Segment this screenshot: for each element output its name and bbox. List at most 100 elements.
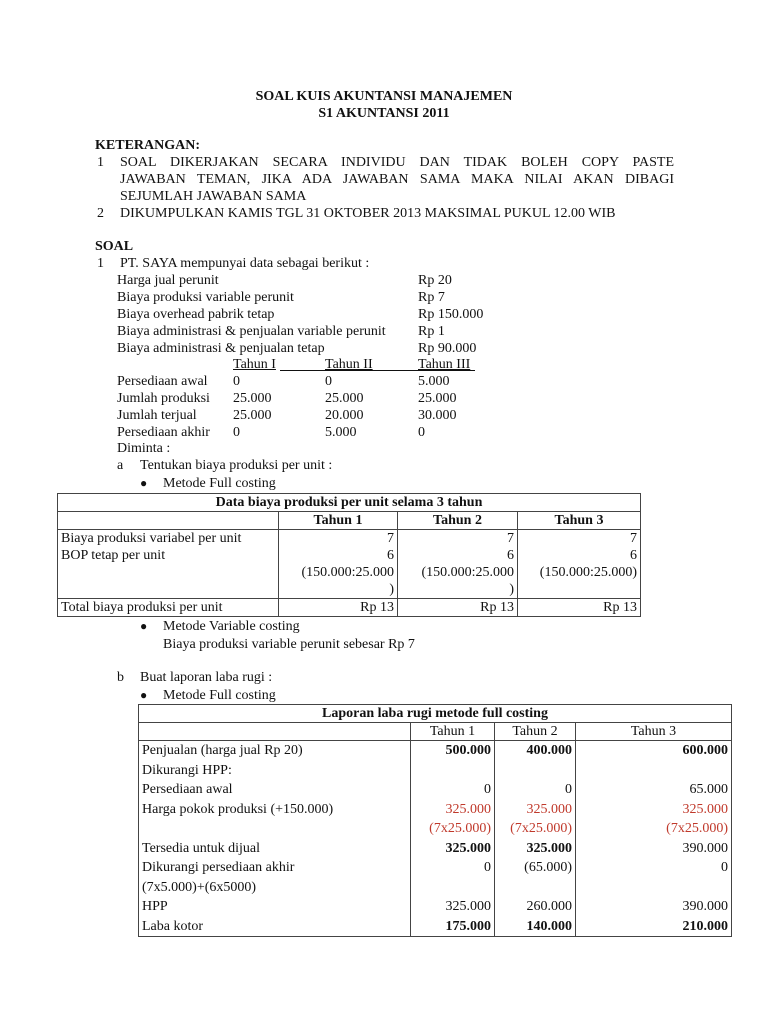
cell: 325.000 bbox=[494, 838, 576, 858]
data-label: Harga jual perunit bbox=[117, 273, 219, 288]
year-header: Tahun III bbox=[418, 357, 471, 372]
doc-subtitle: S1 AKUNTANSI 2011 bbox=[318, 106, 450, 121]
question-a: Tentukan biaya produksi per unit : bbox=[140, 458, 333, 473]
question-b: Buat laporan laba rugi : bbox=[140, 670, 273, 685]
cell-line bbox=[521, 581, 637, 598]
cell: 390.000 bbox=[575, 897, 732, 917]
cell: 400.000 bbox=[494, 740, 576, 761]
table-title: Laporan laba rugi metode full costing bbox=[138, 704, 732, 723]
row-label: Laba kotor bbox=[138, 916, 411, 937]
cell: (7x25.000) bbox=[410, 819, 495, 839]
header-underline bbox=[280, 370, 475, 371]
cell: 0 bbox=[494, 780, 576, 800]
row-label: Penjualan (harga jual Rp 20) bbox=[138, 740, 411, 761]
table-row: Dikurangi persediaan akhir 0 (65.000) 0 bbox=[138, 858, 732, 878]
cell: 390.000 bbox=[575, 838, 732, 858]
year-row-value: 5.000 bbox=[325, 425, 357, 440]
cell bbox=[575, 877, 732, 897]
table-row: Penjualan (harga jual Rp 20) 500.000 400.0… bbox=[138, 740, 732, 761]
table-row: Laba kotor 175.000 140.000 210.000 bbox=[138, 916, 732, 937]
keterangan-item-1-line: SOAL DIKERJAKAN SECARA INDIVIDU DAN TIDA… bbox=[120, 155, 674, 170]
data-value: Rp 20 bbox=[418, 273, 452, 288]
cell: Rp 13 bbox=[397, 598, 518, 617]
data-label: Biaya administrasi & penjualan variable … bbox=[117, 324, 386, 339]
keterangan-item-2: DIKUMPULKAN KAMIS TGL 31 OKTOBER 2013 MA… bbox=[120, 206, 616, 221]
soal-number: 1 bbox=[97, 256, 104, 271]
table-row: (7x25.000) (7x25.000) (7x25.000) bbox=[138, 819, 732, 839]
cell: Rp 13 bbox=[517, 598, 641, 617]
cell-line: 7 bbox=[387, 531, 394, 546]
year-row-label: Jumlah produksi bbox=[117, 391, 210, 406]
cell: 7 6 (150.000:25.000) bbox=[517, 529, 641, 599]
cell: 65.000 bbox=[575, 780, 732, 800]
item-number: 2 bbox=[97, 206, 104, 221]
cell: 600.000 bbox=[575, 740, 732, 761]
cell: 0 bbox=[410, 780, 495, 800]
item-letter: a bbox=[117, 458, 124, 473]
table-row: Total biaya produksi per unit Rp 13 Rp 1… bbox=[57, 598, 641, 617]
cell-line: 6 bbox=[507, 548, 514, 563]
row-label: (7x5.000)+(6x5000) bbox=[138, 877, 411, 897]
row-label: Harga pokok produksi (+150.000) bbox=[138, 799, 411, 819]
table-row: HPP 325.000 260.000 390.000 bbox=[138, 897, 732, 917]
data-value: Rp 7 bbox=[418, 290, 445, 305]
year-row-label: Persediaan awal bbox=[117, 374, 208, 389]
bullet-icon: ● bbox=[140, 619, 148, 633]
cell bbox=[494, 760, 576, 780]
year-row-value: 0 bbox=[233, 425, 240, 440]
cell: 0 bbox=[575, 858, 732, 878]
cell-line: 6 bbox=[387, 548, 394, 563]
cell-line: 7 bbox=[507, 531, 514, 546]
row-label: BOP tetap per unit bbox=[61, 548, 166, 563]
cell-line: ) bbox=[509, 582, 514, 597]
cell-line: (150.000:25.000 bbox=[421, 565, 514, 580]
cell: 500.000 bbox=[410, 740, 495, 761]
diminta: Diminta : bbox=[117, 441, 171, 456]
cell bbox=[410, 760, 495, 780]
cell: 175.000 bbox=[410, 916, 495, 937]
year-row-value: 25.000 bbox=[233, 408, 272, 423]
year-row-value: 0 bbox=[325, 374, 332, 389]
data-label: Biaya produksi variable perunit bbox=[117, 290, 294, 305]
cell: Rp 13 bbox=[278, 598, 398, 617]
table-row: Persediaan awal 0 0 65.000 bbox=[138, 780, 732, 800]
cell bbox=[410, 877, 495, 897]
item-letter: b bbox=[117, 670, 124, 685]
bullet-icon: ● bbox=[140, 688, 148, 702]
table-title: Data biaya produksi per unit selama 3 ta… bbox=[57, 493, 641, 512]
cell: 210.000 bbox=[575, 916, 732, 937]
year-row-label: Jumlah terjual bbox=[117, 408, 197, 423]
col-header: Tahun 3 bbox=[575, 722, 732, 741]
bullet-text: Metode Full costing bbox=[163, 688, 276, 703]
doc-title: SOAL KUIS AKUNTANSI MANAJEMEN bbox=[255, 89, 513, 104]
data-value: Rp 1 bbox=[418, 324, 445, 339]
row-label: Dikurangi HPP: bbox=[138, 760, 411, 780]
table-row: Harga pokok produksi (+150.000) 325.000 32… bbox=[138, 799, 732, 819]
row-label: Dikurangi persediaan akhir bbox=[138, 858, 411, 878]
soal-heading: SOAL bbox=[95, 239, 134, 254]
col-header: Tahun 3 bbox=[517, 511, 641, 530]
row-label: Tersedia untuk dijual bbox=[138, 838, 411, 858]
keterangan-item-1-line: JAWABAN TEMAN, JIKA ADA JAWABAN SAMA MAK… bbox=[120, 172, 674, 187]
cell: 325.000 bbox=[410, 838, 495, 858]
year-row-label: Persediaan akhir bbox=[117, 425, 210, 440]
cell: (7x25.000) bbox=[494, 819, 576, 839]
col-header: Tahun 1 bbox=[278, 511, 398, 530]
col-header: Tahun 2 bbox=[494, 722, 576, 741]
cell: 140.000 bbox=[494, 916, 576, 937]
data-value: Rp 150.000 bbox=[418, 307, 484, 322]
year-header: Tahun II bbox=[325, 357, 373, 372]
row-label: HPP bbox=[138, 897, 411, 917]
bullet-icon: ● bbox=[140, 476, 148, 490]
soal-intro: PT. SAYA mempunyai data sebagai berikut … bbox=[120, 256, 370, 271]
year-row-value: 30.000 bbox=[418, 408, 457, 423]
cell-line: (150.000:25.000 bbox=[301, 565, 394, 580]
cell bbox=[494, 877, 576, 897]
table-row: Dikurangi HPP: bbox=[138, 760, 732, 780]
unit-cost-table: Data biaya produksi per unit selama 3 ta… bbox=[57, 493, 641, 617]
table-row: Tersedia untuk dijual 325.000 325.000 390.0… bbox=[138, 838, 732, 858]
income-statement-table: Laporan laba rugi metode full costing Ta… bbox=[138, 704, 732, 937]
cell bbox=[575, 760, 732, 780]
year-row-value: 0 bbox=[418, 425, 425, 440]
row-label: Biaya produksi variabel per unit bbox=[61, 531, 242, 546]
